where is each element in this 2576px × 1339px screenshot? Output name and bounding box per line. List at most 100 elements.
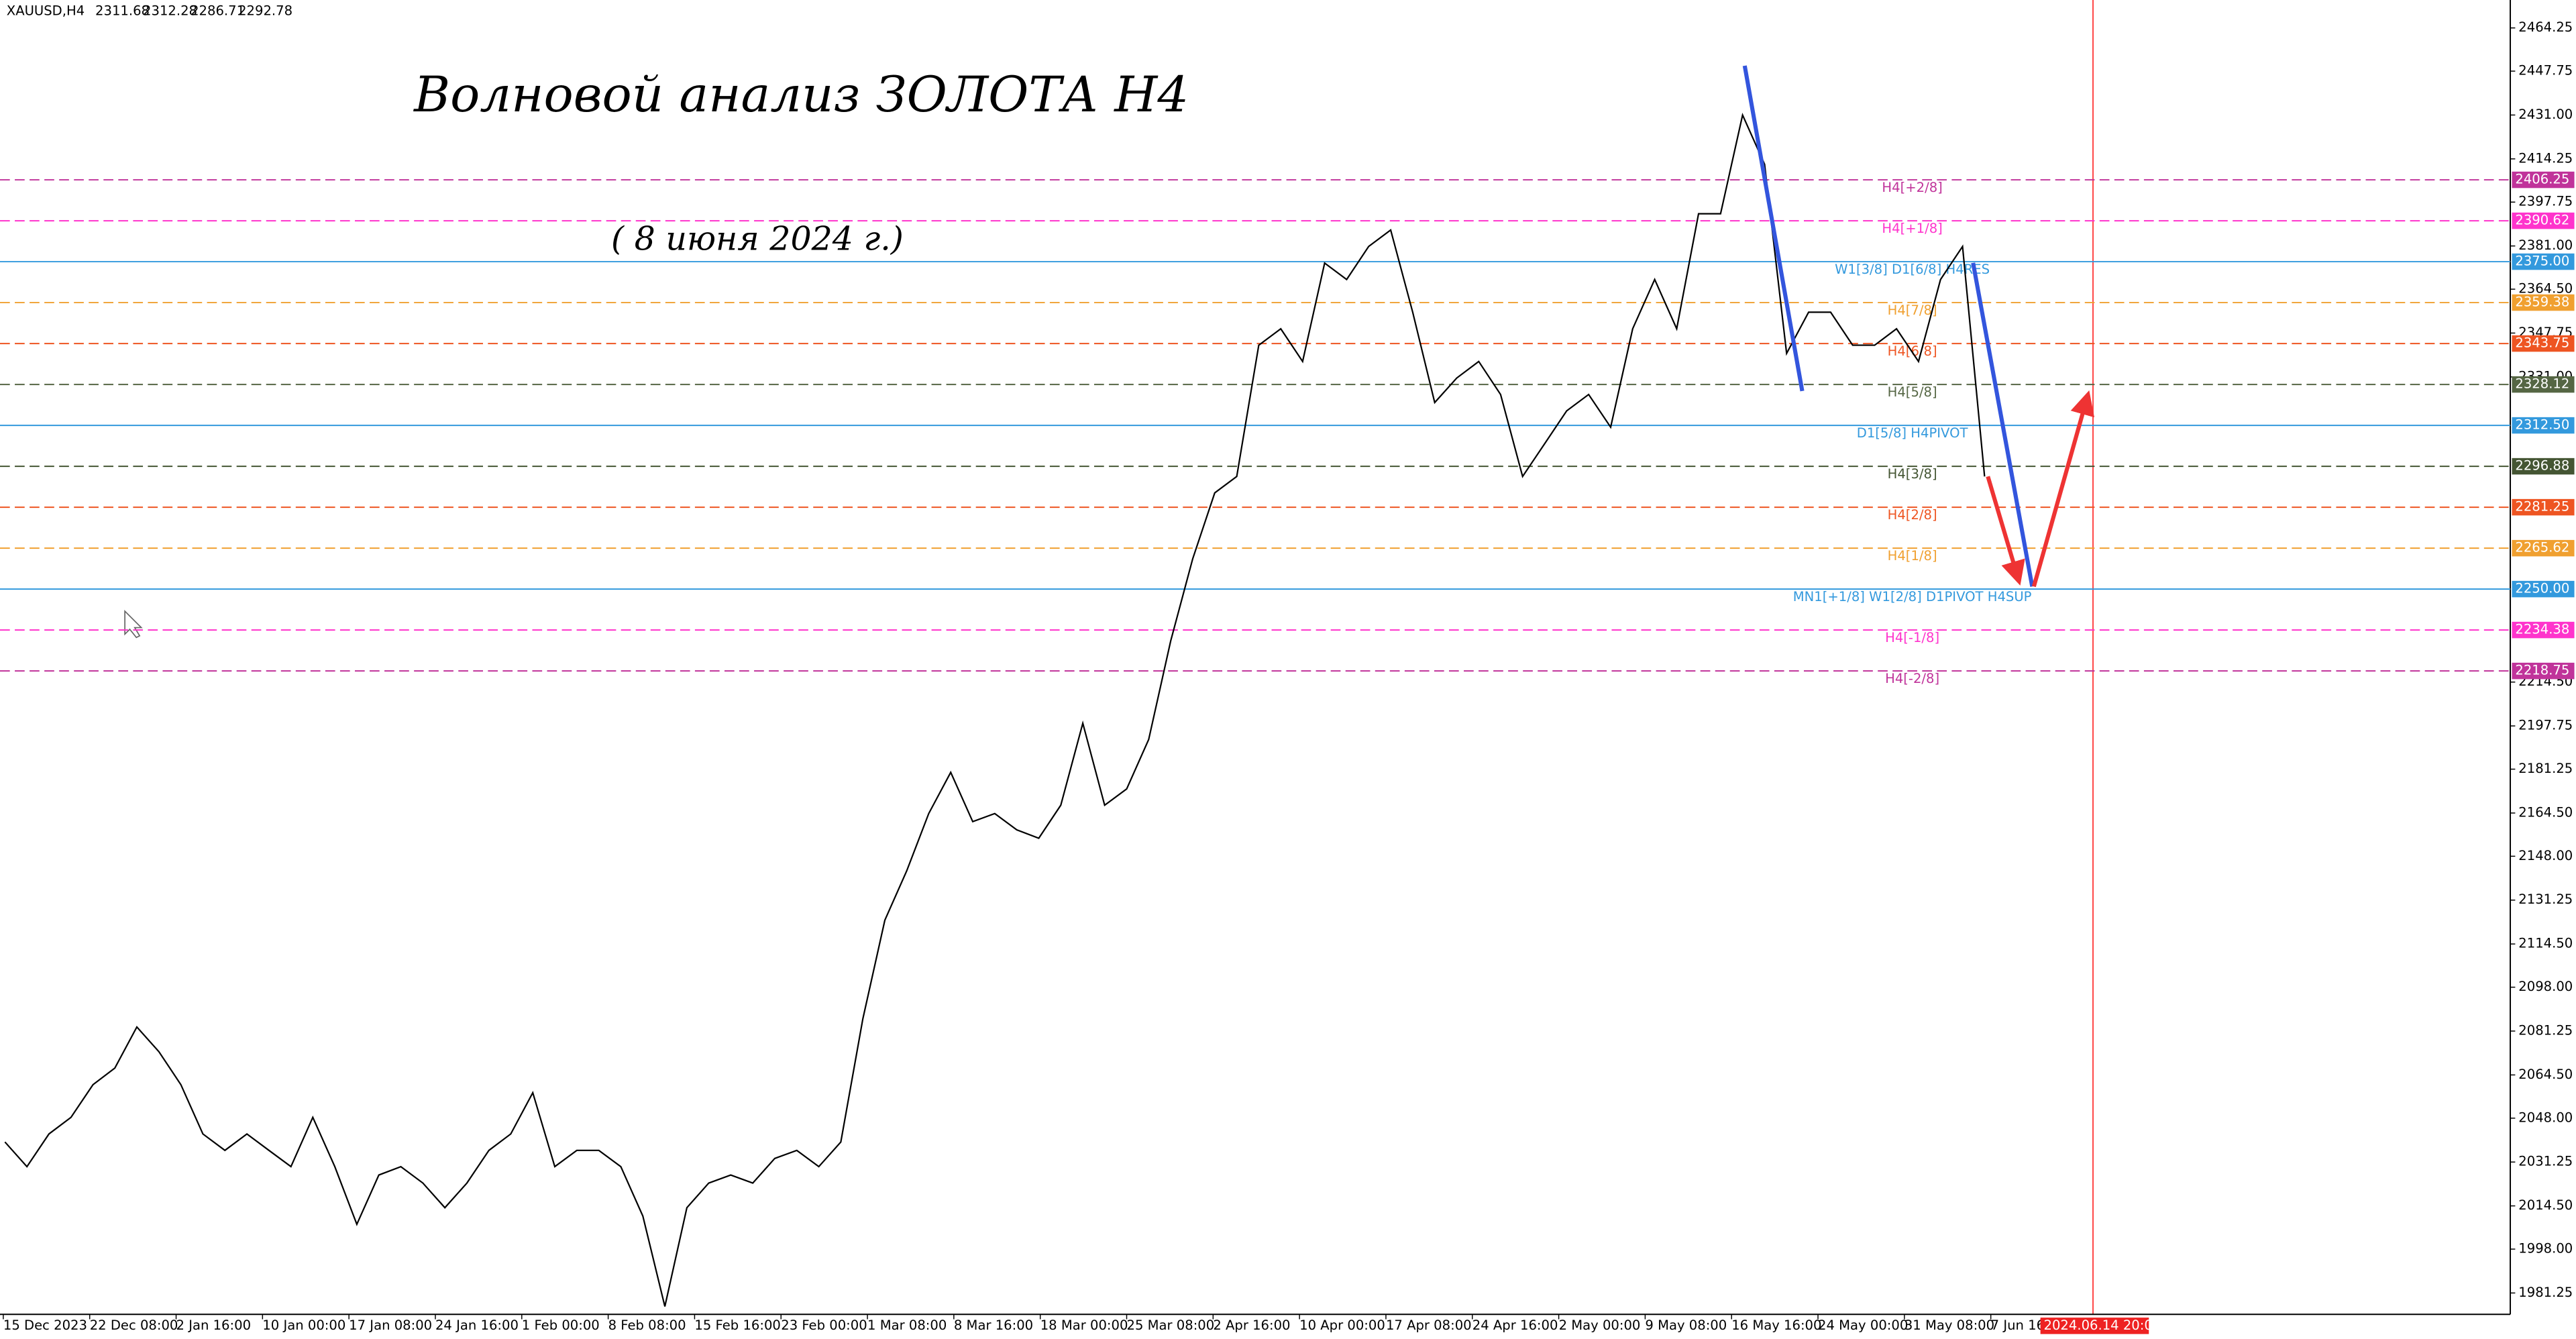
level-price: 2234.38 <box>2515 622 2569 637</box>
forecast-arrow <box>1986 476 2025 586</box>
wave-markup <box>1742 65 2095 588</box>
y-tick-label: 2148.00 <box>2518 848 2573 863</box>
chart-title: Волновой анализ ЗОЛОТА H4 <box>413 66 1189 123</box>
y-tick-label: 2197.75 <box>2518 718 2573 733</box>
wave-line <box>1971 262 2035 587</box>
level-price: 2328.12 <box>2515 376 2569 392</box>
x-tick-label: 17 Apr 08:00 <box>1386 1318 1472 1333</box>
level-price-box <box>2512 621 2575 639</box>
level-name: H4[-2/8] <box>1885 671 1939 686</box>
x-tick-label: 18 Mar 00:00 <box>1040 1318 1128 1333</box>
level-price-box <box>2512 171 2575 189</box>
x-tick-label: 10 Apr 00:00 <box>1299 1318 1385 1333</box>
level-name: H4[1/8] <box>1888 548 1937 564</box>
y-tick-label: 2414.25 <box>2518 150 2573 166</box>
y-tick-label: 2031.25 <box>2518 1154 2573 1169</box>
symbol: XAUUSD,H4 <box>7 3 85 19</box>
level-price-box <box>2512 212 2575 229</box>
price-line <box>4 112 1986 1307</box>
future-label: 2024.06.14 20:00 <box>2044 1318 2161 1333</box>
x-tick-label: 1 Mar 08:00 <box>867 1318 947 1333</box>
y-tick-label: 2048.00 <box>2518 1110 2573 1125</box>
x-tick-label: 24 Apr 16:00 <box>1472 1318 1558 1333</box>
ohlc-value: 2311.68 <box>95 3 150 19</box>
y-tick-label: 2164.50 <box>2518 804 2573 820</box>
level-name: H4[7/8] <box>1888 303 1937 318</box>
level-price-box <box>2512 417 2575 434</box>
x-tick-label: 8 Feb 08:00 <box>608 1318 686 1333</box>
level-price: 2250.00 <box>2515 581 2569 596</box>
level-price-box <box>2512 294 2575 311</box>
y-tick-label: 2464.25 <box>2518 19 2573 35</box>
x-tick-label: 31 May 08:00 <box>1904 1318 1994 1333</box>
y-tick-label: 1998.00 <box>2518 1241 2573 1256</box>
level-name: H4[5/8] <box>1888 384 1937 400</box>
level-price-box <box>2512 458 2575 475</box>
y-tick-label: 2131.25 <box>2518 892 2573 907</box>
forecast-arrow <box>2031 390 2095 588</box>
y-tick-label: 1981.25 <box>2518 1285 2573 1300</box>
level-price: 2359.38 <box>2515 294 2569 310</box>
y-tick-label: 2098.00 <box>2518 979 2573 994</box>
level-name: MN1[+1/8] W1[2/8] D1PIVOT H4SUP <box>1793 589 2032 604</box>
level-price: 2265.62 <box>2515 540 2569 555</box>
y-tick-label: 2081.25 <box>2518 1022 2573 1038</box>
y-tick-label: 2381.00 <box>2518 237 2573 253</box>
level-name: H4[2/8] <box>1888 507 1937 523</box>
level-price-box <box>2512 662 2575 680</box>
x-tick-label: 1 Feb 00:00 <box>522 1318 600 1333</box>
level-price-box <box>2512 580 2575 598</box>
level-name: D1[5/8] H4PIVOT <box>1857 425 1969 441</box>
y-tick-label: 2397.75 <box>2518 194 2573 209</box>
x-tick-label: 2 Jan 16:00 <box>176 1318 252 1333</box>
level-price: 2375.00 <box>2515 254 2569 269</box>
x-tick-label: 23 Feb 00:00 <box>781 1318 867 1333</box>
level-name: H4[+1/8] <box>1882 221 1942 236</box>
ohlc-value: 2292.78 <box>238 3 292 19</box>
level-name: H4[3/8] <box>1888 466 1937 482</box>
level-name: H4[-1/8] <box>1885 630 1939 645</box>
x-tick-label: 24 Jan 16:00 <box>435 1318 519 1333</box>
level-price: 2296.88 <box>2515 458 2569 474</box>
x-tick-label: 24 May 00:00 <box>1818 1318 1908 1333</box>
level-price: 2406.25 <box>2515 172 2569 187</box>
level-price-box <box>2512 335 2575 352</box>
ohlc-value: 2312.28 <box>143 3 197 19</box>
level-name: W1[3/8] D1[6/8] H4RES <box>1835 262 1990 277</box>
y-tick-label: 2431.00 <box>2518 107 2573 122</box>
level-price: 2281.25 <box>2515 499 2569 515</box>
x-tick-label: 25 Mar 08:00 <box>1127 1318 1215 1333</box>
x-tick-label: 9 May 08:00 <box>1645 1318 1727 1333</box>
level-price-box <box>2512 253 2575 270</box>
x-tick-label: 17 Jan 08:00 <box>349 1318 432 1333</box>
y-tick-label: 2181.25 <box>2518 761 2573 776</box>
level-price: 2390.62 <box>2515 213 2569 228</box>
x-tick-label: 8 Mar 16:00 <box>954 1318 1033 1333</box>
x-tick-label: 10 Jan 00:00 <box>262 1318 345 1333</box>
x-tick-label: 2 May 00:00 <box>1559 1318 1641 1333</box>
x-tick-label: 16 May 16:00 <box>1731 1318 1821 1333</box>
y-tick-label: 2364.50 <box>2518 281 2573 297</box>
y-tick-label: 2014.50 <box>2518 1197 2573 1213</box>
x-tick-label: 15 Dec 2023 <box>3 1318 87 1333</box>
level-price-box <box>2512 539 2575 557</box>
ohlc-value: 2286.71 <box>191 3 245 19</box>
y-tick-label: 2447.75 <box>2518 63 2573 78</box>
chart-subtitle: ( 8 июня 2024 г.) <box>611 220 904 258</box>
level-name: H4[+2/8] <box>1882 180 1942 195</box>
level-price-box <box>2512 376 2575 393</box>
level-price: 2343.75 <box>2515 335 2569 351</box>
level-price: 2312.50 <box>2515 417 2569 433</box>
level-price: 2218.75 <box>2515 663 2569 678</box>
x-tick-label: 22 Dec 08:00 <box>90 1318 178 1333</box>
x-tick-label: 2 Apr 16:00 <box>1213 1318 1290 1333</box>
level-price-box <box>2512 498 2575 516</box>
future-label-box <box>2040 1318 2149 1334</box>
x-tick-label: 15 Feb 16:00 <box>694 1318 780 1333</box>
y-tick-label: 2114.50 <box>2518 936 2573 951</box>
wave-line <box>1742 65 1805 392</box>
y-tick-label: 2064.50 <box>2518 1067 2573 1082</box>
mouse-cursor <box>124 609 143 639</box>
